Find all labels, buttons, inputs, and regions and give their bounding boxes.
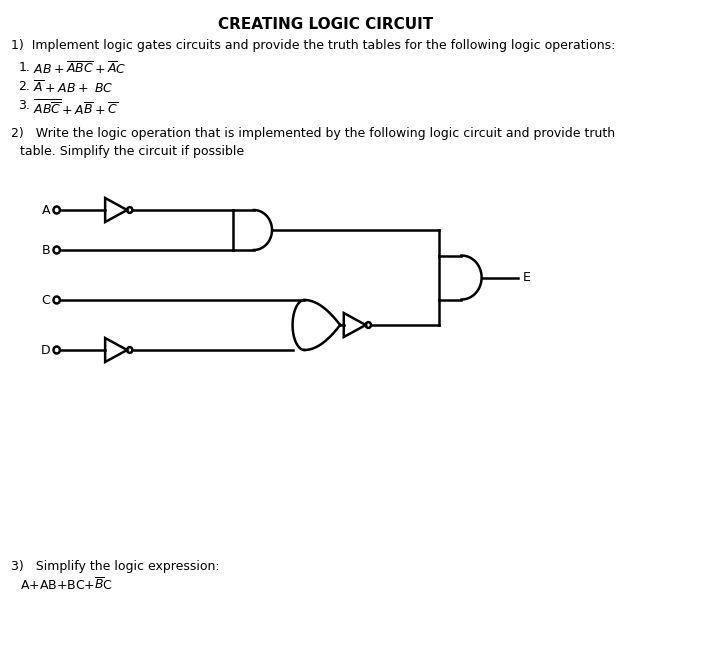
Text: CREATING LOGIC CIRCUIT: CREATING LOGIC CIRCUIT — [218, 17, 433, 32]
Text: $\overline{AB\overline{C}} + A\overline{B} + \overline{C}$: $\overline{AB\overline{C}} + A\overline{… — [33, 99, 118, 118]
Text: C: C — [41, 293, 51, 307]
Text: 2)   Write the logic operation that is implemented by the following logic circui: 2) Write the logic operation that is imp… — [11, 127, 615, 140]
Text: 1.: 1. — [19, 61, 30, 74]
Text: A: A — [42, 203, 51, 217]
Text: 2.: 2. — [19, 80, 30, 93]
Text: 1)  Implement logic gates circuits and provide the truth tables for the followin: 1) Implement logic gates circuits and pr… — [11, 39, 615, 52]
Text: E: E — [523, 271, 530, 284]
Text: $\overline{A} + AB +\ BC$: $\overline{A} + AB +\ BC$ — [33, 80, 113, 96]
Text: A+AB+BC+$\overline{B}$C: A+AB+BC+$\overline{B}$C — [20, 577, 113, 593]
Text: table. Simplify the circuit if possible: table. Simplify the circuit if possible — [20, 145, 245, 158]
Text: $AB + \overline{ABC} + \overline{A}C$: $AB + \overline{ABC} + \overline{A}C$ — [33, 61, 126, 77]
Text: 3.: 3. — [19, 99, 30, 112]
Text: B: B — [41, 243, 51, 257]
Text: 3)   Simplify the logic expression:: 3) Simplify the logic expression: — [11, 560, 220, 573]
Text: D: D — [41, 344, 51, 356]
